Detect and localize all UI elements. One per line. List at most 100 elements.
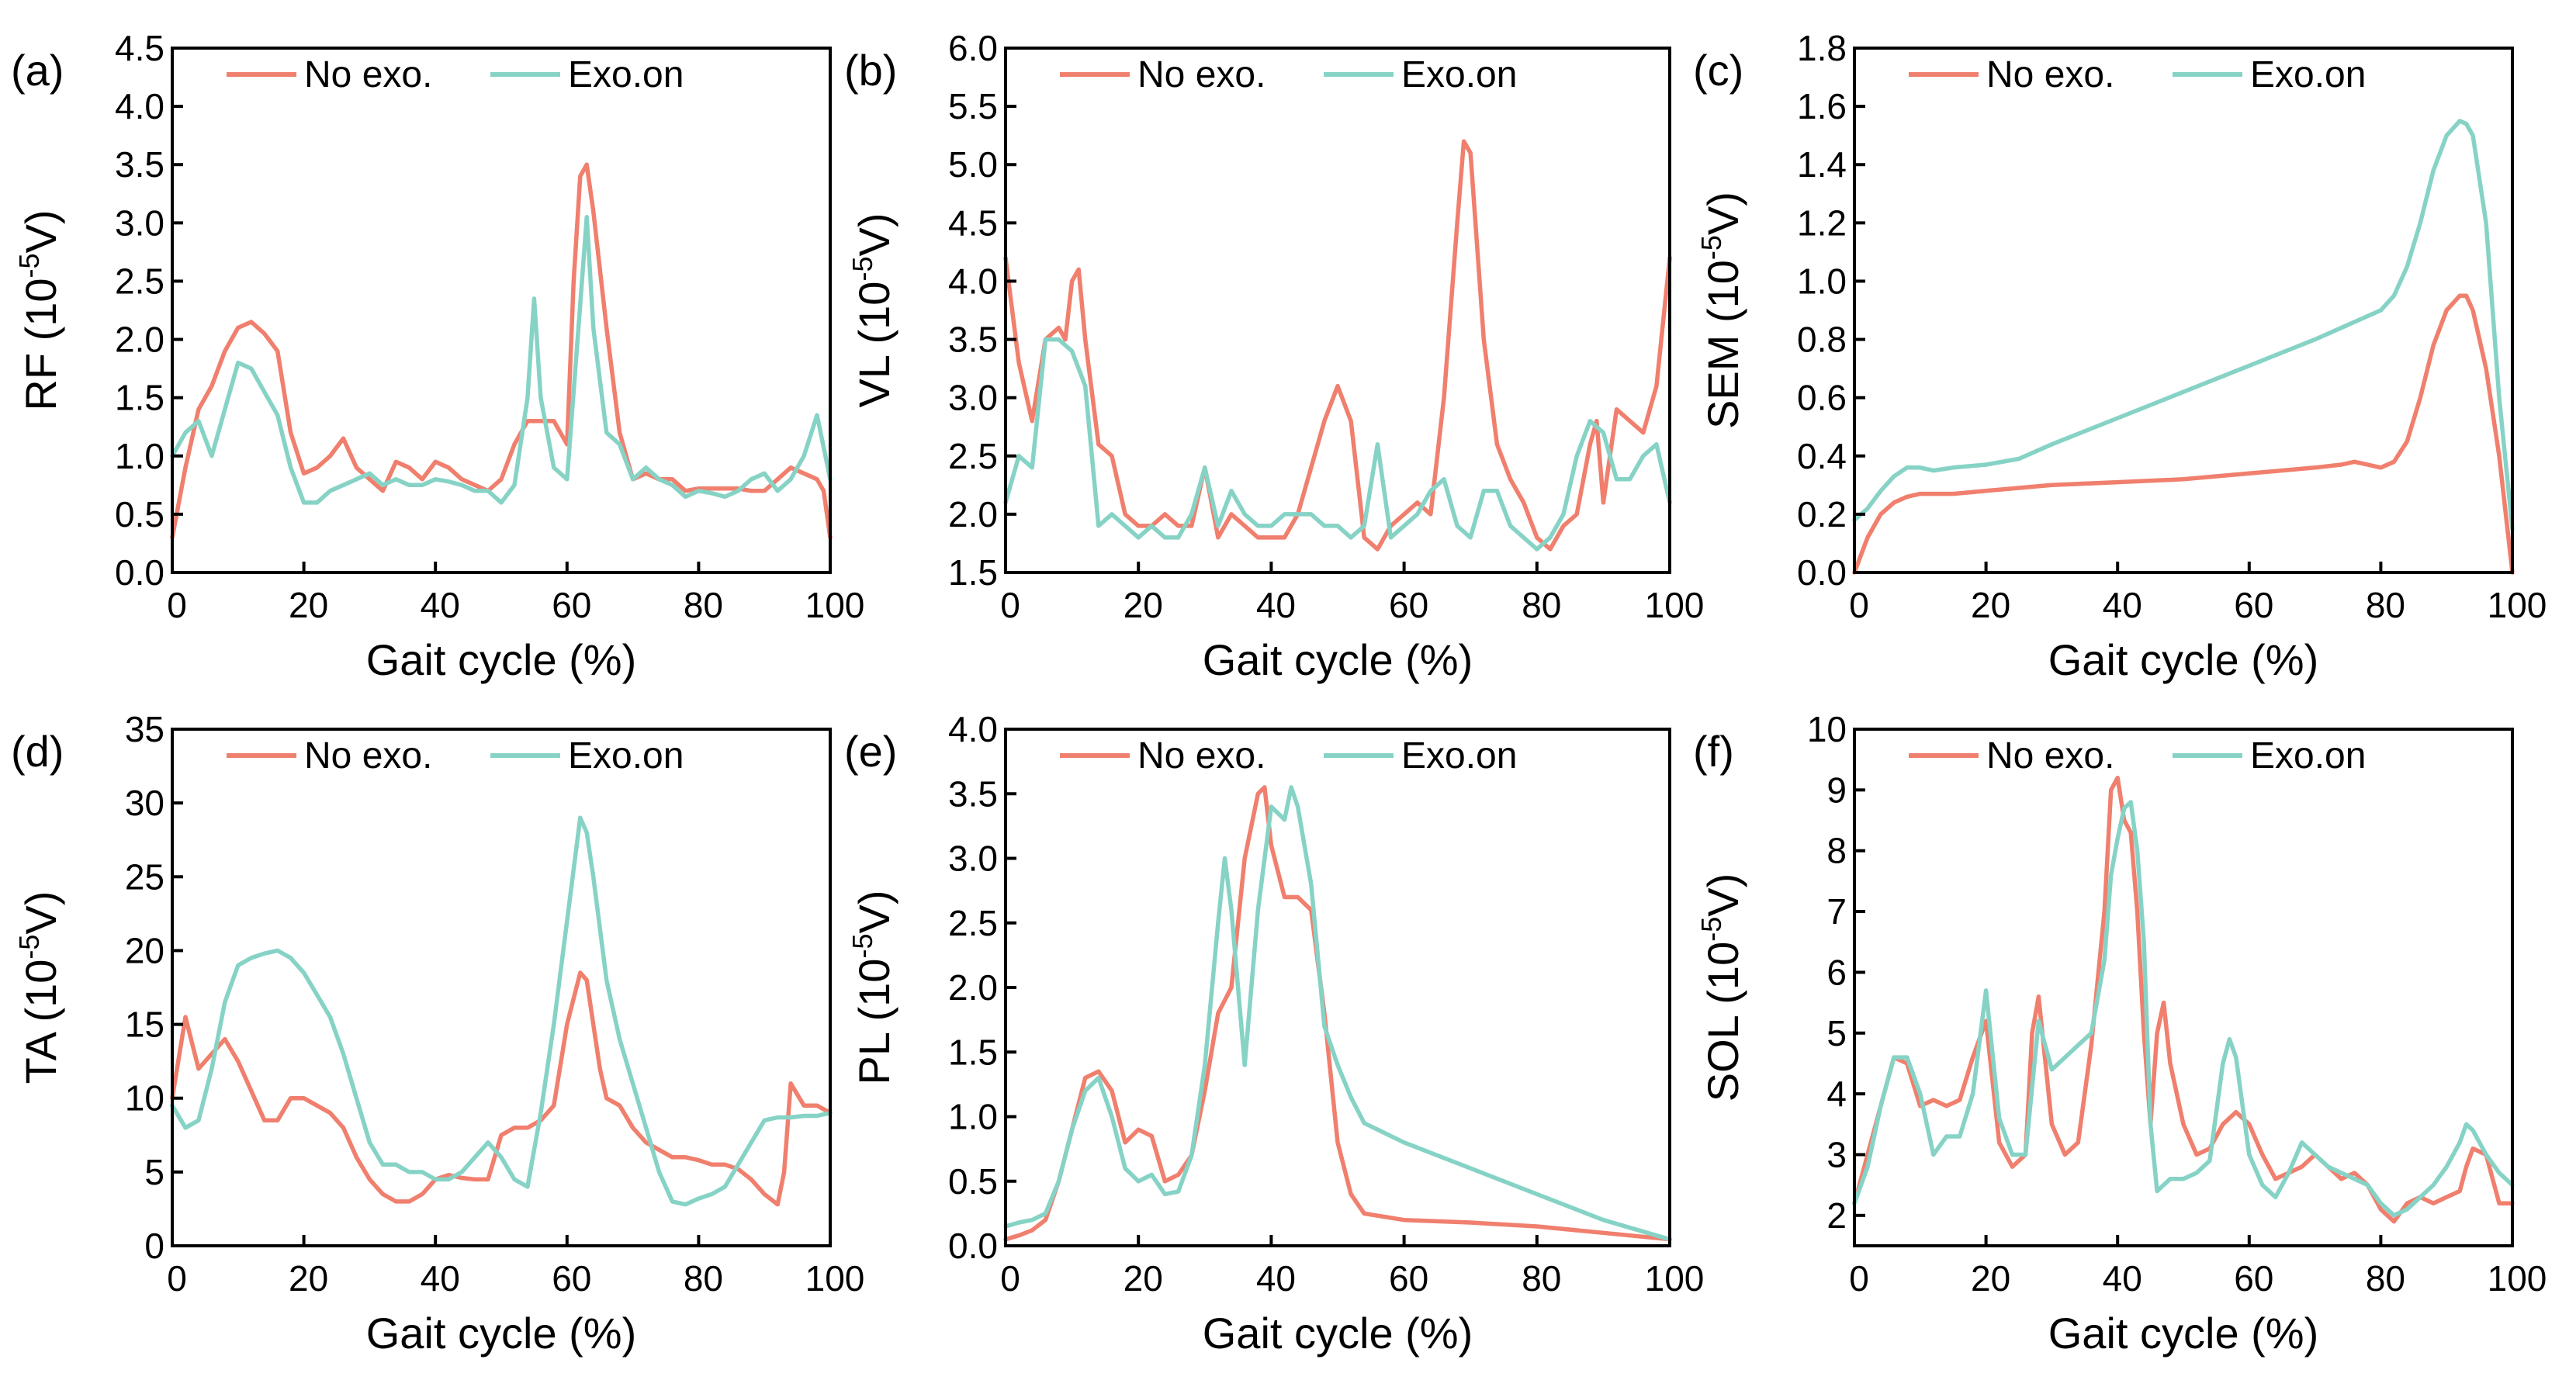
x-tick-label: 80	[684, 585, 723, 625]
y-tick-label: 3.0	[115, 202, 164, 243]
legend-label-exo-on: Exo.on	[568, 54, 684, 95]
series-line-exo_on	[1852, 119, 2515, 531]
x-tick-label: 40	[1256, 585, 1296, 625]
y-tick-label: 5	[1826, 1013, 1847, 1053]
plot-frame	[171, 47, 832, 574]
x-tick-label: 100	[1645, 585, 1705, 625]
plot-frame	[1853, 728, 2514, 1247]
y-tick-label: 4.0	[115, 86, 164, 126]
x-tick-label: 0	[167, 1258, 187, 1299]
y-tick-label: 4.0	[948, 709, 998, 749]
plot-frame	[1004, 728, 1671, 1247]
panel-label: (c)	[1693, 46, 1743, 95]
y-tick-label: 5.5	[948, 86, 998, 126]
x-tick-label: 40	[1256, 1258, 1296, 1299]
y-tick-label: 2.5	[115, 261, 164, 301]
x-tick-label: 0	[1000, 1258, 1020, 1299]
y-tick-label: 3.0	[948, 839, 998, 879]
series-line-no_exo	[170, 162, 833, 540]
y-tick-label: 25	[125, 856, 164, 897]
y-axis-title: RF (10-5V)	[13, 209, 65, 410]
y-tick-label: 2.5	[948, 903, 998, 943]
y-tick-label: 0.6	[1797, 378, 1847, 418]
y-axis-title: SEM (10-5V)	[1695, 192, 1747, 429]
x-tick-label: 80	[2366, 1258, 2405, 1299]
series-line-no_exo	[1003, 785, 1672, 1242]
series-line-exo_on	[170, 815, 833, 1207]
plot-frame	[1853, 47, 2514, 574]
y-tick-label: 0	[144, 1226, 164, 1266]
chart-panel-4: 0 20 40 60 80 100 0 5 10 15 20 25 30 35 Gait cycle (%)…	[11, 709, 864, 1358]
series-line-no_exo	[170, 970, 833, 1207]
x-tick-label: 40	[2103, 585, 2142, 625]
chart-panel-1: 0 20 40 60 80 100 0.0 0.5 1.0 1.5 2.0 2.5 3.0 3.5 4.0 4…	[11, 28, 864, 684]
chart-panel-2: 0 20 40 60 80 100 1.5 2.0 2.5 3.0 3.5 4.0 4.5 5.0 5.5 6…	[844, 28, 1704, 684]
x-tick-label: 0	[167, 585, 187, 625]
plot-frame	[1004, 47, 1671, 574]
x-tick-label: 80	[684, 1258, 723, 1299]
y-tick-label: 5	[144, 1152, 164, 1192]
y-tick-label: 1.6	[1797, 86, 1847, 126]
x-tick-label: 20	[289, 585, 328, 625]
y-tick-label: 0.5	[948, 1161, 998, 1202]
x-tick-label: 40	[2103, 1258, 2142, 1299]
y-tick-label: 0.0	[115, 552, 164, 593]
y-tick-label: 20	[125, 930, 164, 970]
y-tick-label: 4	[1826, 1074, 1847, 1114]
y-tick-label: 1.0	[948, 1097, 998, 1137]
x-tick-label: 20	[1124, 585, 1163, 625]
legend-label-exo-on: Exo.on	[2250, 735, 2366, 776]
y-tick-label: 2.0	[948, 967, 998, 1008]
x-tick-label: 40	[421, 585, 460, 625]
y-tick-label: 1.5	[948, 1032, 998, 1072]
x-tick-label: 60	[1389, 585, 1428, 625]
x-tick-label: 60	[2234, 1258, 2273, 1299]
chart-panel-6: 0 20 40 60 80 100 2 3 4 5 6 7 8 9 10 Gait cycle (%) SOL …	[1693, 709, 2547, 1358]
y-tick-label: 1.4	[1797, 144, 1847, 185]
x-tick-label: 20	[1971, 585, 2010, 625]
y-tick-label: 2.5	[948, 436, 998, 476]
legend-label-no-exo: No exo.	[1137, 54, 1265, 95]
y-tick-label: 1.8	[1797, 28, 1847, 68]
x-axis-title: Gait cycle (%)	[2048, 1309, 2319, 1358]
legend-label-no-exo: No exo.	[304, 735, 432, 776]
x-tick-label: 80	[1522, 1258, 1561, 1299]
y-tick-label: 1.5	[948, 552, 998, 593]
y-tick-label: 4.5	[115, 28, 164, 68]
legend-label-no-exo: No exo.	[1986, 54, 2114, 95]
x-tick-label: 60	[2234, 585, 2273, 625]
y-axis-title: TA (10-5V)	[13, 891, 65, 1084]
legend-label-exo-on: Exo.on	[568, 735, 684, 776]
x-tick-label: 100	[2488, 585, 2547, 625]
y-tick-label: 0.8	[1797, 320, 1847, 360]
series-line-exo_on	[170, 215, 833, 505]
series-line-exo_on	[1003, 785, 1672, 1242]
y-tick-label: 2.0	[948, 494, 998, 534]
y-tick-label: 10	[125, 1078, 164, 1119]
legend-label-no-exo: No exo.	[1137, 735, 1265, 776]
y-tick-label: 1.5	[115, 378, 164, 418]
x-tick-label: 100	[805, 1258, 865, 1299]
chart-panel-5: 0 20 40 60 80 100 0.0 0.5 1.0 1.5 2.0 2.5 3.0 3.5 4.0 G…	[844, 709, 1704, 1358]
plot-frame	[171, 728, 832, 1247]
legend-label-exo-on: Exo.on	[1401, 735, 1517, 776]
y-tick-label: 1.0	[1797, 261, 1847, 301]
x-tick-label: 20	[1971, 1258, 2010, 1299]
y-tick-label: 8	[1826, 831, 1847, 871]
x-axis-title: Gait cycle (%)	[1203, 1309, 1473, 1358]
y-tick-label: 3.5	[115, 144, 164, 185]
y-tick-label: 10	[1807, 709, 1847, 749]
chart-panel-3: 0 20 40 60 80 100 0.0 0.2 0.4 0.6 0.8 1.0 1.2 1.4 1.6 1…	[1693, 28, 2547, 684]
y-tick-label: 1.0	[115, 436, 164, 476]
y-tick-label: 15	[125, 1005, 164, 1045]
y-tick-label: 6.0	[948, 28, 998, 68]
panel-label: (f)	[1693, 727, 1734, 776]
y-tick-label: 35	[125, 709, 164, 749]
legend-label-no-exo: No exo.	[304, 54, 432, 95]
x-tick-label: 0	[1849, 585, 1869, 625]
panel-label: (a)	[11, 46, 64, 95]
y-axis-title: PL (10-5V)	[847, 891, 898, 1085]
y-tick-label: 2.0	[115, 320, 164, 360]
x-tick-label: 100	[805, 585, 865, 625]
x-tick-label: 20	[1124, 1258, 1163, 1299]
